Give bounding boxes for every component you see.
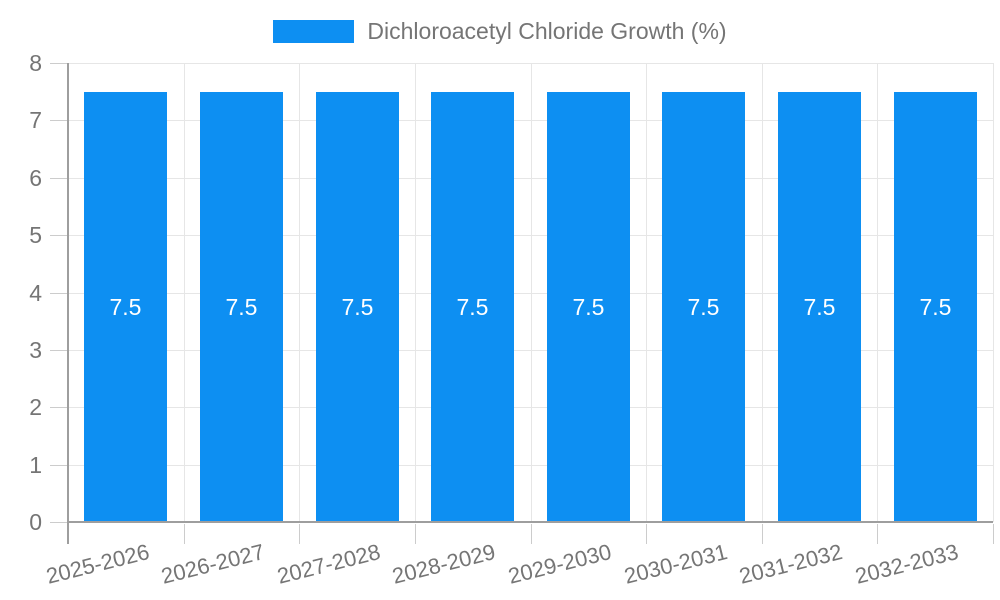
bar-value-label: 7.5 bbox=[803, 294, 836, 320]
gridline-v bbox=[877, 63, 878, 522]
y-tick-label: 6 bbox=[29, 165, 42, 191]
y-axis-tick bbox=[50, 522, 68, 523]
bar-value-label: 7.5 bbox=[572, 294, 605, 320]
bar bbox=[200, 92, 283, 522]
gridline-v bbox=[762, 63, 763, 522]
x-axis-line bbox=[67, 521, 993, 523]
x-tick-label: 2026-2027 bbox=[158, 539, 268, 589]
gridline-v bbox=[415, 63, 416, 522]
bar-value-label: 7.5 bbox=[341, 294, 374, 320]
x-axis-tick bbox=[299, 524, 300, 544]
x-axis-tick bbox=[993, 524, 994, 544]
x-tick-label: 2032-2033 bbox=[852, 539, 961, 589]
legend-label: Dichloroacetyl Chloride Growth (%) bbox=[367, 18, 727, 44]
x-axis-tick bbox=[184, 524, 185, 544]
x-tick-label: 2025-2026 bbox=[43, 539, 152, 589]
y-tick-label: 0 bbox=[29, 509, 42, 535]
y-axis-tick bbox=[50, 465, 68, 466]
y-axis-tick bbox=[50, 120, 68, 121]
x-tick-label: 2027-2028 bbox=[274, 539, 383, 589]
gridline-h bbox=[68, 235, 993, 236]
x-tick-label: 2031-2032 bbox=[736, 539, 846, 589]
y-axis-tick bbox=[50, 63, 68, 64]
gridline-v bbox=[184, 63, 185, 522]
bar-value-label: 7.5 bbox=[109, 294, 142, 320]
gridline-h bbox=[68, 120, 993, 121]
gridline-v bbox=[993, 63, 994, 522]
y-tick-label: 7 bbox=[29, 107, 42, 133]
y-axis-tick bbox=[50, 350, 68, 351]
y-tick-label: 5 bbox=[29, 222, 42, 248]
x-axis-tick bbox=[646, 524, 647, 544]
y-axis-tick bbox=[50, 178, 68, 179]
bar bbox=[662, 92, 745, 522]
gridline-h bbox=[68, 350, 993, 351]
bar bbox=[431, 92, 514, 522]
bar-value-label: 7.5 bbox=[225, 294, 258, 320]
y-tick-label: 3 bbox=[29, 337, 42, 363]
y-tick-label: 8 bbox=[29, 50, 42, 76]
bar-value-label: 7.5 bbox=[687, 294, 720, 320]
x-axis-tick bbox=[877, 524, 878, 544]
gridline-h bbox=[68, 178, 993, 179]
y-tick-label: 2 bbox=[29, 394, 42, 420]
gridline-v bbox=[531, 63, 532, 522]
x-tick-label: 2028-2029 bbox=[390, 539, 499, 589]
bar bbox=[894, 92, 977, 522]
y-axis-tick bbox=[50, 407, 68, 408]
bar bbox=[778, 92, 861, 522]
bar bbox=[316, 92, 399, 522]
bar bbox=[547, 92, 630, 522]
x-tick-label: 2030-2031 bbox=[621, 539, 730, 589]
gridline-h bbox=[68, 293, 993, 294]
y-tick-label: 4 bbox=[29, 280, 42, 306]
x-axis-tick bbox=[531, 524, 532, 544]
legend: Dichloroacetyl Chloride Growth (%) bbox=[0, 18, 1000, 45]
gridline-v bbox=[646, 63, 647, 522]
x-tick-label: 2029-2030 bbox=[505, 539, 614, 589]
x-axis-tick bbox=[762, 524, 763, 544]
bar-value-label: 7.5 bbox=[456, 294, 489, 320]
y-axis-tick bbox=[50, 293, 68, 294]
gridline-h bbox=[68, 465, 993, 466]
bar-value-label: 7.5 bbox=[919, 294, 952, 320]
y-axis-line bbox=[67, 63, 69, 544]
y-tick-label: 1 bbox=[29, 452, 42, 478]
gridline-h bbox=[68, 63, 993, 64]
y-axis-tick bbox=[50, 235, 68, 236]
gridline-h bbox=[68, 407, 993, 408]
x-axis-tick bbox=[415, 524, 416, 544]
gridline-v bbox=[299, 63, 300, 522]
bar bbox=[84, 92, 167, 522]
legend-swatch bbox=[273, 20, 355, 43]
